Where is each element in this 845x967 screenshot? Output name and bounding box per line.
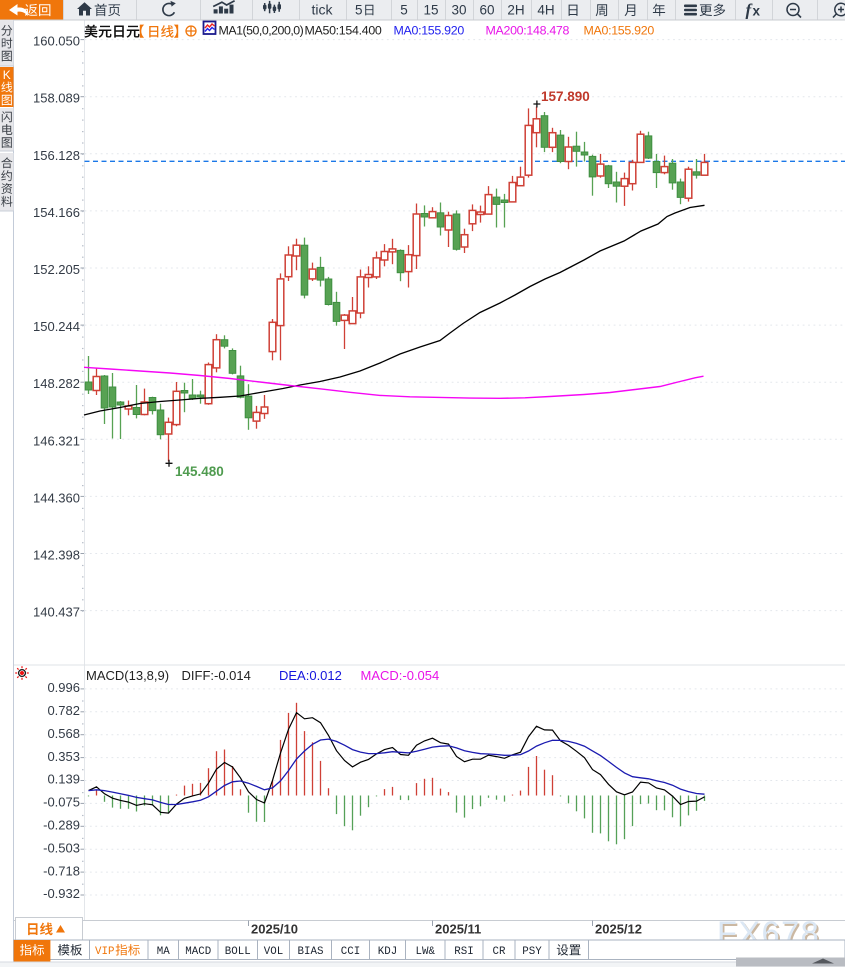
svg-text:30: 30 bbox=[451, 3, 466, 18]
svg-text:60: 60 bbox=[479, 3, 494, 18]
svg-text:MACD: MACD bbox=[185, 946, 211, 958]
svg-text:5: 5 bbox=[355, 3, 363, 18]
svg-text:tick: tick bbox=[312, 2, 334, 18]
svg-text:154.166: 154.166 bbox=[33, 205, 80, 220]
svg-text:2025/10: 2025/10 bbox=[251, 922, 298, 937]
svg-text:LW&: LW& bbox=[416, 946, 436, 958]
svg-text:DIFF:-0.014: DIFF:-0.014 bbox=[182, 668, 251, 683]
svg-text:MA200:148.478: MA200:148.478 bbox=[486, 24, 570, 38]
svg-text:2H: 2H bbox=[507, 3, 524, 18]
svg-text:MA: MA bbox=[157, 946, 170, 958]
svg-text:DEA:0.012: DEA:0.012 bbox=[279, 668, 342, 683]
svg-text:BIAS: BIAS bbox=[298, 946, 324, 958]
svg-text:f: f bbox=[746, 1, 754, 20]
svg-text:MA50:154.400: MA50:154.400 bbox=[305, 24, 382, 38]
svg-text:0.353: 0.353 bbox=[47, 749, 80, 764]
svg-text:MA0:155.920: MA0:155.920 bbox=[584, 24, 655, 38]
svg-text:140.437: 140.437 bbox=[33, 605, 80, 620]
svg-text:5: 5 bbox=[400, 3, 408, 18]
svg-text:156.128: 156.128 bbox=[33, 148, 80, 163]
svg-text:2025/11: 2025/11 bbox=[435, 922, 481, 937]
svg-text:0.996: 0.996 bbox=[47, 680, 80, 695]
svg-text:158.089: 158.089 bbox=[33, 91, 80, 106]
svg-text:VIP: VIP bbox=[95, 946, 114, 958]
svg-text:-0.503: -0.503 bbox=[43, 840, 80, 855]
svg-text:148.282: 148.282 bbox=[33, 376, 80, 391]
svg-text:x: x bbox=[753, 4, 761, 19]
svg-text:KDJ: KDJ bbox=[378, 946, 397, 958]
svg-text:-0.932: -0.932 bbox=[43, 886, 80, 901]
svg-text:MACD:-0.054: MACD:-0.054 bbox=[361, 668, 440, 683]
svg-text:CR: CR bbox=[493, 946, 506, 958]
svg-text:MA1(50,0,200,0): MA1(50,0,200,0) bbox=[219, 24, 304, 38]
svg-text:145.480: 145.480 bbox=[175, 464, 224, 479]
svg-text:160.050: 160.050 bbox=[33, 34, 80, 49]
svg-text:0.568: 0.568 bbox=[47, 726, 80, 741]
svg-text:-0.289: -0.289 bbox=[43, 818, 80, 833]
svg-text:150.244: 150.244 bbox=[33, 319, 80, 334]
svg-text:VOL: VOL bbox=[264, 946, 283, 958]
svg-text:0.139: 0.139 bbox=[47, 772, 80, 787]
svg-text:CCI: CCI bbox=[341, 946, 360, 958]
svg-text:2025/12: 2025/12 bbox=[595, 922, 642, 937]
svg-text:BOLL: BOLL bbox=[225, 946, 251, 958]
svg-text:MACD(13,8,9): MACD(13,8,9) bbox=[86, 668, 169, 683]
svg-text:PSY: PSY bbox=[522, 946, 542, 958]
svg-text:152.205: 152.205 bbox=[33, 262, 80, 277]
svg-text:MA0:155.920: MA0:155.920 bbox=[394, 24, 465, 38]
svg-text:0.782: 0.782 bbox=[47, 703, 80, 718]
svg-text:144.360: 144.360 bbox=[33, 490, 80, 505]
svg-text:-0.075: -0.075 bbox=[43, 795, 80, 810]
svg-text:146.321: 146.321 bbox=[33, 433, 80, 448]
svg-text:RSI: RSI bbox=[454, 946, 473, 958]
svg-text:15: 15 bbox=[423, 3, 438, 18]
svg-text:4H: 4H bbox=[537, 3, 554, 18]
svg-text:-0.718: -0.718 bbox=[43, 863, 80, 878]
svg-text:K: K bbox=[3, 68, 11, 82]
svg-text:157.890: 157.890 bbox=[541, 89, 590, 104]
svg-text:142.398: 142.398 bbox=[33, 548, 80, 563]
